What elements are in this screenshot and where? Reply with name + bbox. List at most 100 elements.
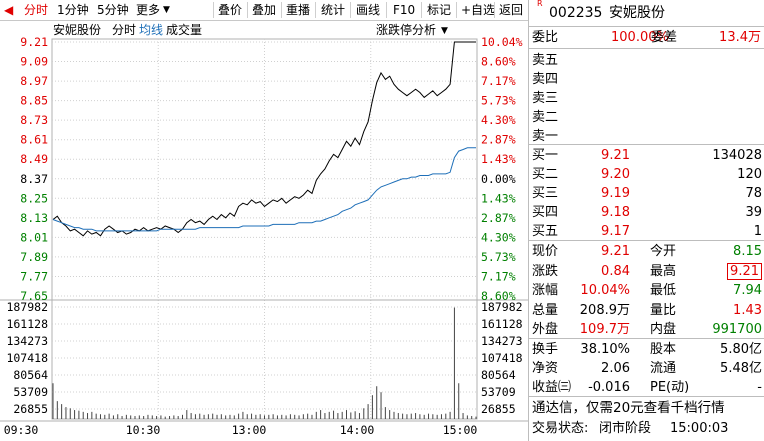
quote-panel: R 002235 安妮股份 委比 100.00% 委差 13.4万 卖五 卖四 … <box>528 0 764 441</box>
tab-fenshi[interactable]: 分时 <box>24 3 49 17</box>
volume-tick-label: 26855 <box>13 402 48 416</box>
button-overlay[interactable]: 叠加 <box>252 3 277 17</box>
weibi-row: 委比 100.00% 委差 13.4万 <box>532 30 761 45</box>
price-tick-label: 8.01 <box>20 230 48 244</box>
stock-name: 安妮股份 <box>609 5 665 21</box>
price-tick-label: 8.97 <box>20 74 48 88</box>
tab-1min[interactable]: 1分钟 <box>57 3 89 17</box>
tab-5min[interactable]: 5分钟 <box>97 3 129 17</box>
sell-level-row[interactable]: 卖五 <box>532 53 559 68</box>
volume-tick-label-right: 134273 <box>481 334 523 348</box>
volume-tick-label: 134273 <box>6 334 48 348</box>
time-tick-label: 10:30 <box>126 423 161 437</box>
stock-code: 002235 <box>549 5 603 21</box>
volume-tick-label-right: 80564 <box>481 368 516 382</box>
sell-level-row[interactable]: 卖一 <box>532 129 559 144</box>
percent-tick-label: 2.87% <box>481 211 516 225</box>
chevron-down-icon[interactable]: ▼ <box>441 26 448 36</box>
volume-tick-label-right: 107418 <box>481 351 523 365</box>
button-diejia[interactable]: 叠价 <box>218 3 243 17</box>
chart-toolbar: ◀ 分时 1分钟 5分钟 更多 ▼ 叠价 叠加 重播 统计 画线 F10 标记 … <box>0 0 528 21</box>
volume-tick-label: 161128 <box>6 317 48 331</box>
quote-stat-row: 总量 208.9万 量比 1.43 <box>532 302 762 318</box>
percent-tick-label: 10.04% <box>481 35 523 49</box>
quote-stat-row: 涨跌 0.84 最高 9.21 <box>529 262 764 281</box>
legend-volume[interactable]: 成交量 <box>166 22 202 37</box>
volume-tick-label: 80564 <box>13 368 48 382</box>
buy-level-row[interactable]: 买四 9.18 39 <box>532 205 762 220</box>
percent-tick-label: 8.60% <box>481 55 516 69</box>
sell-level-row[interactable]: 卖三 <box>532 91 559 106</box>
limit-analysis-button[interactable]: 涨跌停分析 <box>376 22 436 37</box>
tab-more[interactable]: 更多 <box>136 3 161 17</box>
percent-tick-label: 5.73% <box>481 94 516 108</box>
price-tick-label: 9.21 <box>20 35 48 49</box>
percent-tick-label: 4.30% <box>481 230 516 244</box>
average-price-line <box>52 147 476 232</box>
volume-tick-label: 107418 <box>6 351 48 365</box>
volume-tick-label-right: 53709 <box>481 385 516 399</box>
volume-tick-label: 53709 <box>13 385 48 399</box>
price-tick-label: 8.73 <box>20 113 48 127</box>
price-tick-label: 8.25 <box>20 191 48 205</box>
price-tick-label: 8.37 <box>20 172 48 186</box>
fundamental-row: 净资 2.06 流通 5.48亿 <box>532 361 762 376</box>
price-tick-label: 8.61 <box>20 133 48 147</box>
volume-tick-label: 187982 <box>6 300 48 314</box>
r-badge: R <box>537 0 543 8</box>
intraday-chart[interactable]: 9.21 10.04% 9.09 8.60% 8.97 7.17% 8.85 5.73% 8.7… <box>0 20 528 441</box>
promo-link[interactable]: 通达信，仅需20元查看千档行情 <box>532 400 725 416</box>
price-tick-label: 7.65 <box>20 289 48 303</box>
price-line <box>52 41 476 237</box>
price-lines <box>52 41 476 237</box>
button-back[interactable]: 返回 <box>499 3 524 17</box>
price-tick-label: 7.77 <box>20 269 48 283</box>
percent-tick-label: 0.00% <box>481 172 516 186</box>
legend-fenshi[interactable]: 分时 <box>112 23 136 37</box>
time-tick-label: 13:00 <box>232 423 267 437</box>
button-stats[interactable]: 统计 <box>321 3 346 17</box>
button-add-watchlist[interactable]: +自选 <box>461 3 496 17</box>
volume-tick-label-right: 161128 <box>481 317 523 331</box>
percent-tick-label: 8.60% <box>481 289 516 303</box>
volume-tick-label-right: 26855 <box>481 402 516 416</box>
button-replay[interactable]: 重播 <box>286 3 311 17</box>
buy-level-row[interactable]: 买三 9.19 78 <box>532 186 762 201</box>
percent-tick-label: 7.17% <box>481 74 516 88</box>
fundamental-row: 换手 38.10% 股本 5.80亿 <box>532 342 762 357</box>
button-draw-line[interactable]: 画线 <box>356 3 381 17</box>
button-mark[interactable]: 标记 <box>427 3 452 17</box>
price-tick-label: 8.49 <box>20 152 48 166</box>
button-f10[interactable]: F10 <box>393 3 416 17</box>
buy-level-row[interactable]: 买二 9.20 120 <box>532 167 762 182</box>
percent-tick-label: 7.17% <box>481 269 516 283</box>
sell-level-row[interactable]: 卖四 <box>532 72 559 87</box>
price-tick-label: 8.85 <box>20 94 48 108</box>
chart-grid <box>0 38 528 422</box>
chevron-down-icon[interactable]: ▼ <box>163 5 170 15</box>
price-tick-label: 7.89 <box>20 250 48 264</box>
quote-stat-row: 外盘 109.7万 内盘 991700 <box>532 322 762 337</box>
price-tick-label: 8.13 <box>20 211 48 225</box>
percent-tick-label: 4.30% <box>481 113 516 127</box>
quote-stat-row: 涨幅 10.04% 最低 7.94 <box>532 283 762 298</box>
time-tick-label: 15:00 <box>443 423 478 437</box>
left-arrow-icon[interactable]: ◀ <box>4 3 14 17</box>
percent-tick-label: 1.43% <box>481 152 516 166</box>
trading-status: 交易状态: 闭市阶段 15:00:03 <box>532 421 729 436</box>
buy-level-row[interactable]: 买一 9.21 134028 <box>532 148 762 163</box>
time-tick-label: 14:00 <box>340 423 375 437</box>
legend-stock-name: 安妮股份 <box>53 22 101 37</box>
quote-header: R 002235 安妮股份 <box>529 0 764 24</box>
buy-level-row[interactable]: 买五 9.17 1 <box>532 224 762 239</box>
legend-avg-line[interactable]: 均线 <box>139 23 163 37</box>
volume-tick-label-right: 187982 <box>481 300 523 314</box>
time-tick-label: 09:30 <box>4 423 39 437</box>
percent-tick-label: 5.73% <box>481 250 516 264</box>
sell-level-row[interactable]: 卖二 <box>532 110 559 125</box>
axis-ticks: 9.21 10.04% 9.09 8.60% 8.97 7.17% 8.85 5.73% 8.7… <box>4 35 523 437</box>
percent-tick-label: 1.43% <box>481 191 516 205</box>
percent-tick-label: 2.87% <box>481 133 516 147</box>
quote-stat-row: 现价 9.21 今开 8.15 <box>532 244 762 259</box>
fundamental-row: 收益㈢ -0.016 PE(动) - <box>532 380 762 395</box>
